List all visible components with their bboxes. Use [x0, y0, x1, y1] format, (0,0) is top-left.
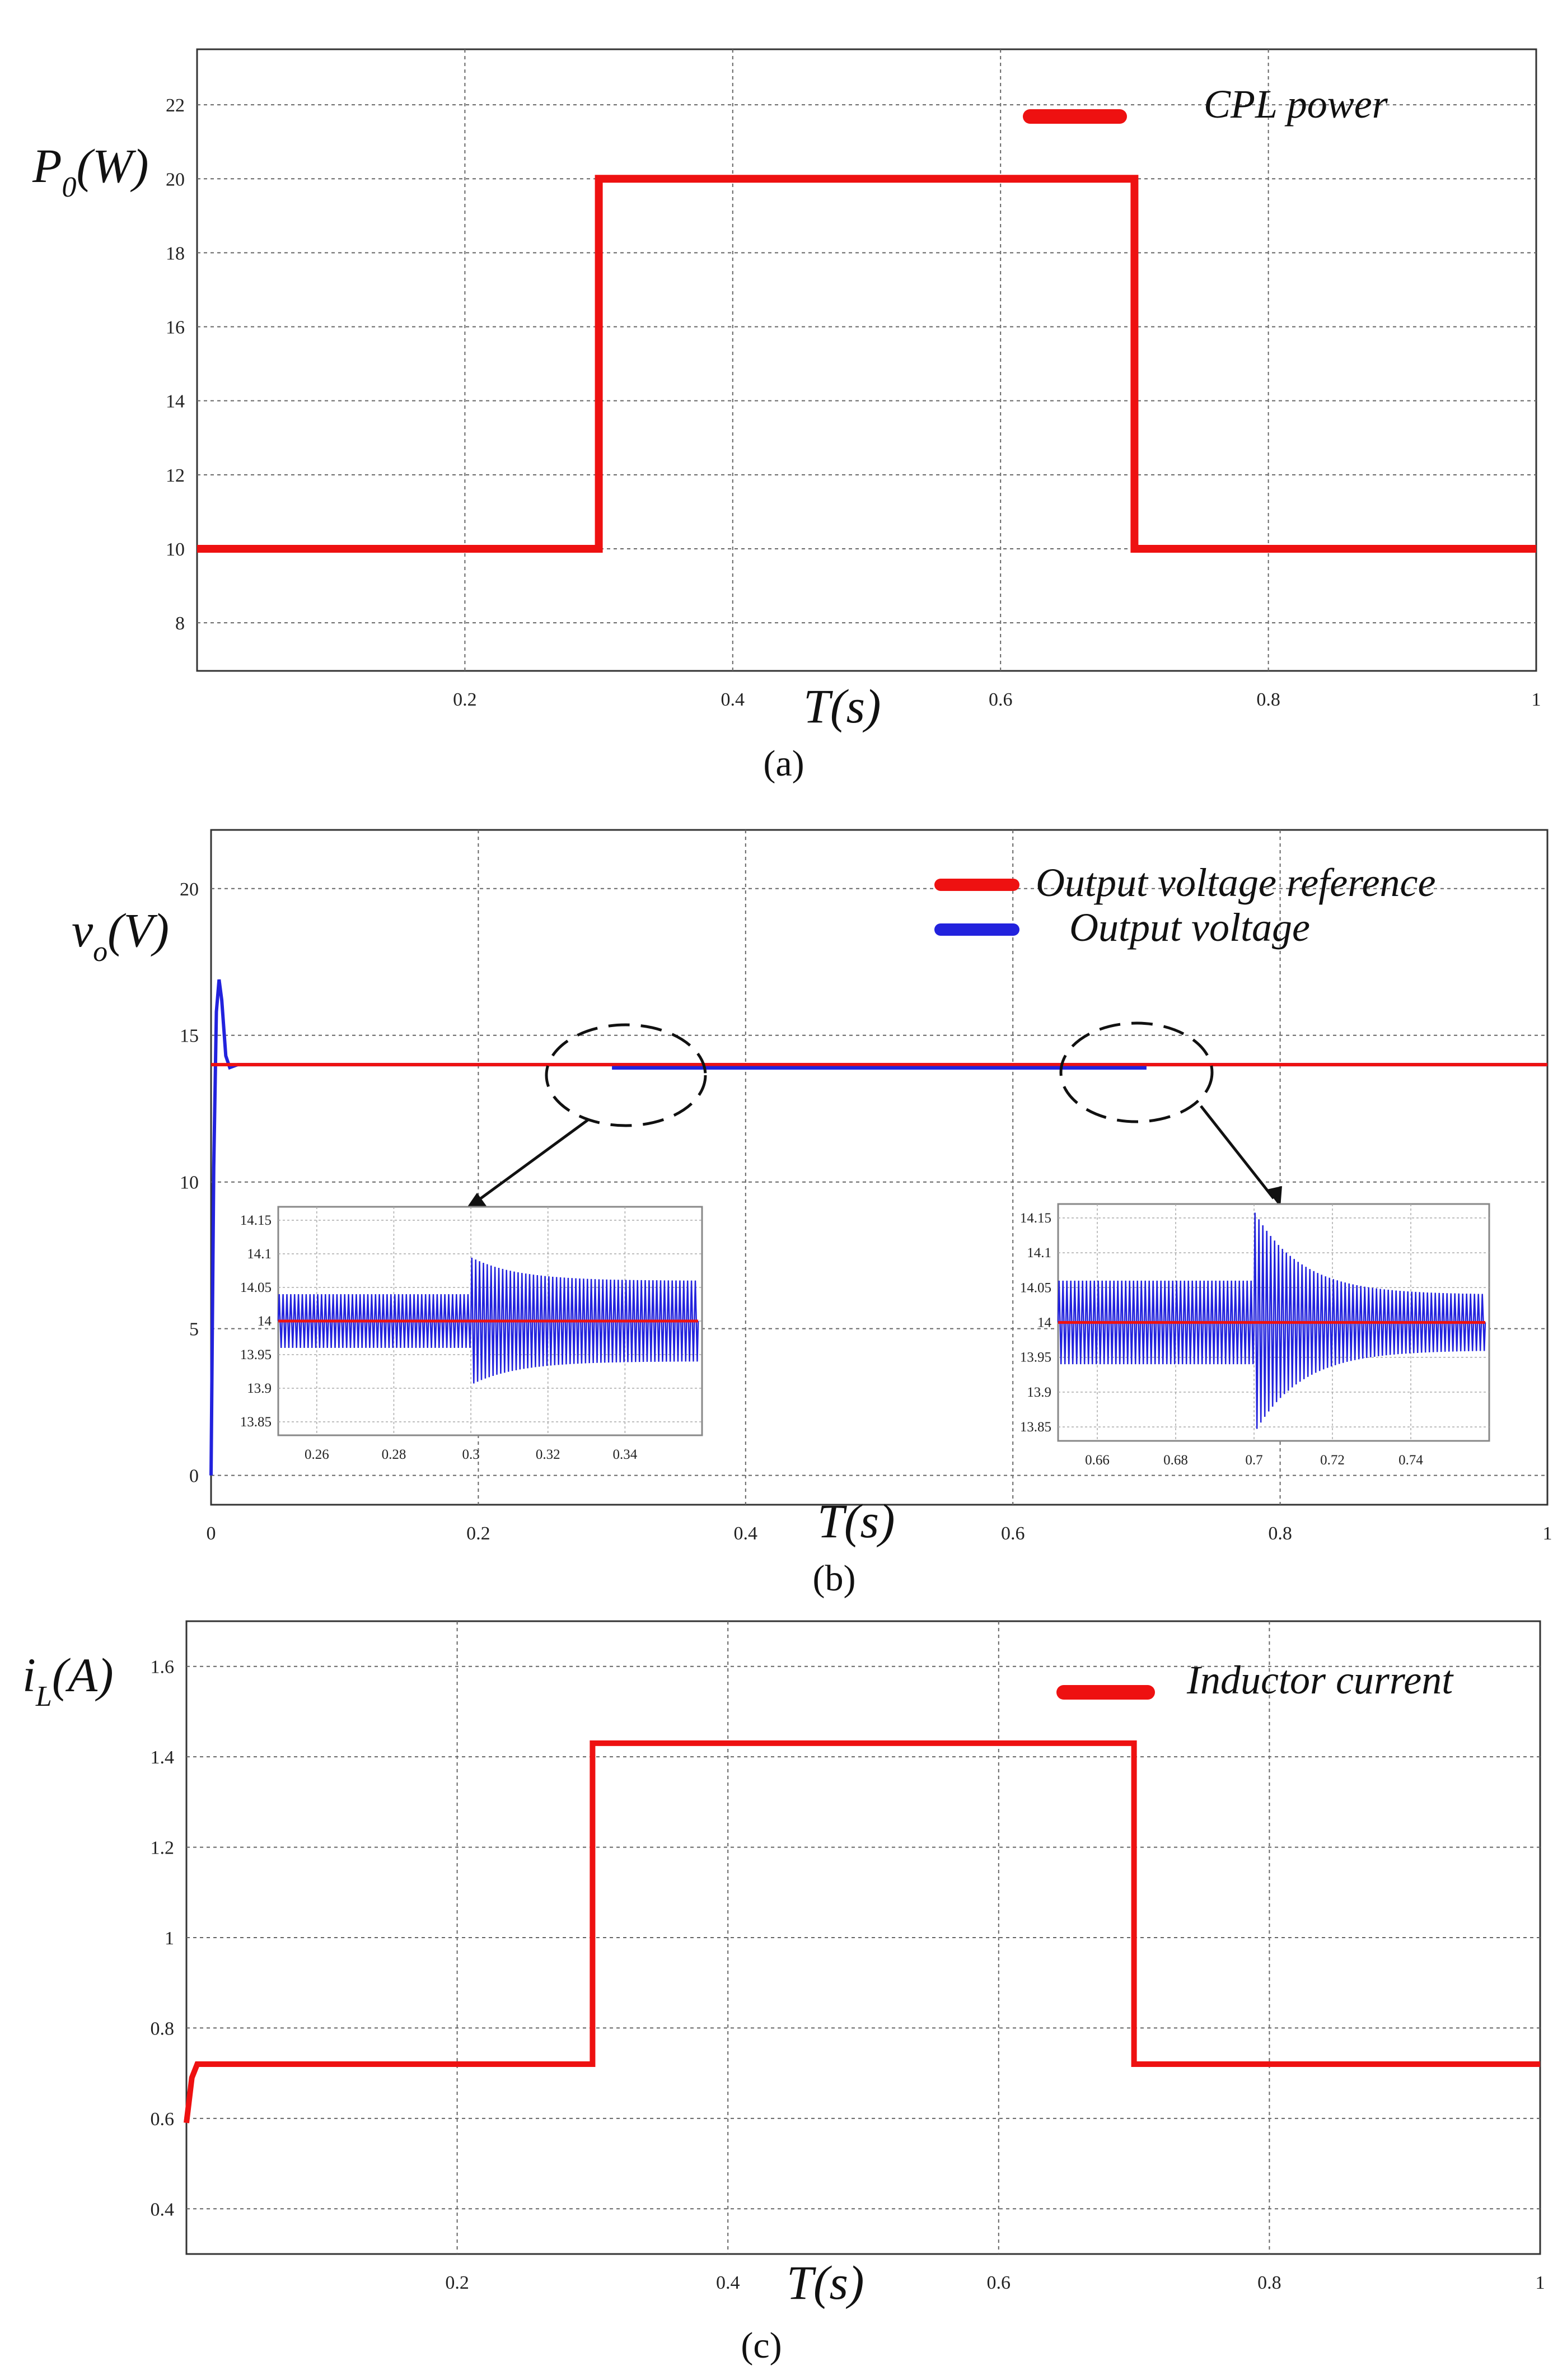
- x-tick-label: 0.2: [445, 2272, 469, 2293]
- legend-label: CPL power: [1204, 82, 1388, 127]
- grid-lines: [186, 1621, 1540, 2254]
- x-tick-label: 0.4: [716, 2272, 740, 2293]
- y-tick-label: 10: [166, 539, 185, 560]
- inset-x-tick-label: 0.72: [1320, 1453, 1345, 1468]
- inset-x-tick-label: 0.68: [1163, 1453, 1188, 1468]
- inset-y-tick-label: 14.05: [1020, 1280, 1051, 1295]
- panel-caption: (b): [813, 1558, 856, 1599]
- zoom-ellipse-right: [1059, 1021, 1214, 1123]
- x-tick-label: 0.2: [466, 1523, 490, 1544]
- y-tick-label: 0.4: [151, 2199, 175, 2220]
- x-axis-label: T(s): [787, 2256, 864, 2309]
- x-tick-label: 1: [1543, 1523, 1552, 1544]
- inset-y-tick-label: 14.05: [240, 1280, 272, 1295]
- y-tick-label: 0.8: [151, 2018, 175, 2039]
- series-line-inductor-current: [184, 1740, 1540, 2124]
- x-tick-label: 0.4: [721, 689, 745, 710]
- zoom-arrow-left: [472, 1118, 589, 1206]
- inset-y-tick-label: 13.9: [1027, 1385, 1051, 1400]
- y-tick-label: 8: [175, 613, 185, 634]
- data-series: [197, 175, 1536, 553]
- inset-x-tick-label: 0.26: [305, 1447, 329, 1462]
- inset-x-tick-label: 0.34: [612, 1447, 637, 1462]
- tick-labels: 0.2 0.4 0.6 0.8 1 0.4 0.6 0.8 1 1.2 1.4 1.6: [151, 1657, 1545, 2293]
- inset-y-tick-label: 14.15: [240, 1213, 272, 1228]
- inset-y-tick-label: 14: [1037, 1315, 1052, 1331]
- y-tick-label: 14: [166, 391, 185, 412]
- inset-y-tick-label: 13.85: [1020, 1420, 1051, 1435]
- x-tick-label: 1: [1536, 2272, 1545, 2293]
- x-tick-label: 0.8: [1257, 2272, 1281, 2293]
- y-tick-label: 16: [166, 318, 185, 338]
- inset-x-tick-label: 0.74: [1398, 1453, 1423, 1468]
- y-tick-label: 18: [166, 243, 185, 264]
- inset-y-tick-label: 13.85: [240, 1415, 272, 1430]
- legend-label: Inductor current: [1186, 1658, 1454, 1702]
- panel-c-current-chart: 0.2 0.4 0.6 0.8 1 0.4 0.6 0.8 1 1.2 1.4 1.6 iL(A) T…: [22, 1620, 1545, 2366]
- y-axis-label: vo(V): [72, 903, 169, 968]
- y-tick-label: 1: [165, 1928, 174, 1949]
- zoom-inset-right: 0.66 0.68 0.7 0.72 0.74 13.85 13.9 13.95 14 14.05…: [1020, 1203, 1490, 1468]
- y-tick-label: 0.6: [151, 2109, 175, 2130]
- y-tick-label: 5: [189, 1319, 199, 1340]
- y-axis-label: iL(A): [22, 1648, 114, 1712]
- grid-lines: [197, 49, 1536, 671]
- y-tick-label: 22: [166, 95, 185, 116]
- y-tick-label: 20: [180, 879, 199, 900]
- panel-caption: (c): [741, 2325, 782, 2366]
- inset-x-tick-label: 0.28: [382, 1447, 406, 1462]
- x-tick-label: 0.8: [1256, 689, 1280, 710]
- inset-y-tick-label: 14: [258, 1314, 272, 1329]
- inset-y-tick-label: 13.95: [240, 1347, 272, 1362]
- data-series: [209, 979, 1547, 1476]
- panel-caption: (a): [763, 743, 804, 784]
- x-tick-label: 1: [1532, 689, 1541, 710]
- y-tick-label: 15: [180, 1026, 199, 1047]
- inset-y-tick-label: 13.9: [247, 1381, 272, 1396]
- y-axis-label: P0(W): [32, 139, 148, 203]
- y-tick-label: 12: [166, 465, 185, 486]
- plot-area-frame: [196, 48, 1537, 672]
- legend-label-reference: Output voltage reference: [1036, 860, 1435, 905]
- y-tick-label: 1.6: [151, 1657, 175, 1678]
- y-tick-label: 1.4: [151, 1747, 175, 1768]
- inset-y-tick-label: 14.1: [1027, 1245, 1051, 1261]
- data-series: [184, 1740, 1540, 2124]
- inset-x-tick-label: 0.7: [1245, 1453, 1262, 1468]
- inset-x-tick-label: 0.32: [536, 1447, 560, 1462]
- y-tick-label: 0: [189, 1466, 199, 1487]
- x-tick-label: 0.6: [989, 689, 1013, 710]
- x-tick-label: 0.6: [1001, 1523, 1025, 1544]
- y-tick-label: 1.2: [151, 1838, 175, 1859]
- zoom-arrowhead-right: [1267, 1186, 1282, 1207]
- x-tick-label: 0.4: [734, 1523, 758, 1544]
- inset-x-tick-label: 0.66: [1085, 1453, 1110, 1468]
- legend-label-output: Output voltage: [1069, 905, 1310, 950]
- y-tick-label: 10: [180, 1173, 199, 1193]
- y-tick-label: 20: [166, 169, 185, 190]
- x-tick-label: 0.8: [1268, 1523, 1292, 1544]
- inset-y-tick-label: 13.95: [1020, 1350, 1051, 1365]
- x-tick-label: 0.6: [987, 2272, 1011, 2293]
- series-line-cpl-power: [197, 175, 1536, 553]
- inset-y-tick-label: 14.1: [247, 1247, 272, 1262]
- plot-area-frame: [210, 829, 1549, 1506]
- x-tick-label: 0: [207, 1523, 216, 1544]
- zoom-arrow-right: [1200, 1105, 1275, 1200]
- x-axis-label: T(s): [817, 1494, 895, 1548]
- zoom-inset-left: 0.26 0.28 0.3 0.32 0.34 13.85 13.9 13.95 14 14.05…: [240, 1206, 703, 1462]
- zoom-ellipse-left: [545, 1023, 707, 1127]
- x-axis-label: T(s): [803, 679, 881, 733]
- x-tick-label: 0.2: [453, 689, 477, 710]
- inset-x-tick-label: 0.3: [462, 1447, 479, 1462]
- inset-y-tick-label: 14.15: [1020, 1211, 1051, 1226]
